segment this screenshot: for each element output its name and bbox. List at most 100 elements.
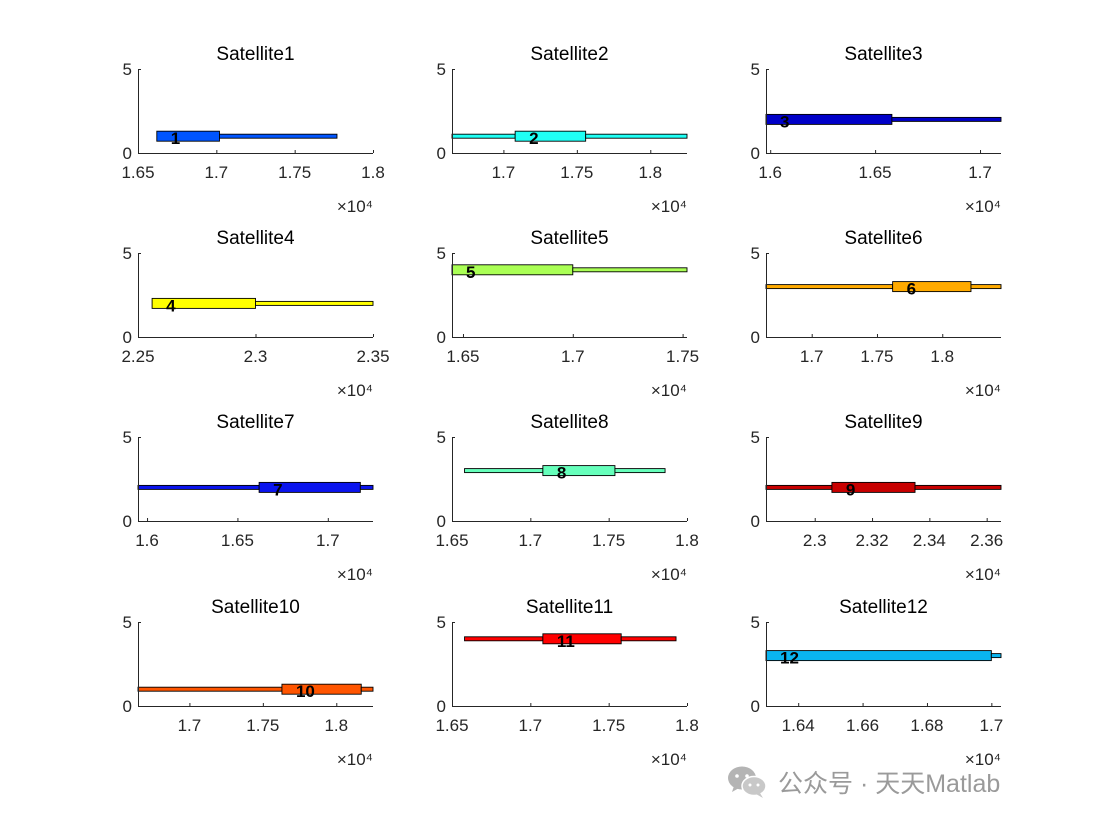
y-tick-label: 5: [751, 244, 760, 263]
x-tick-label: 1.7: [561, 347, 585, 366]
bar-segment: [255, 300, 374, 306]
subplot-10: Satellite10 10 0 5 1.7 1.75 1.8 ×10⁴: [123, 597, 374, 769]
satellite-label: 10: [296, 682, 315, 701]
x-tick-label: 1.6: [758, 163, 782, 182]
x-tick-label: 1.65: [859, 163, 892, 182]
subplot-2: Satellite2 2 0 5 1.7 1.75 1.8 ×10⁴: [437, 44, 688, 216]
x-tick-label: 1.65: [121, 163, 154, 182]
x-exponent-label: ×10⁴: [651, 750, 687, 769]
bar-segment: [137, 686, 283, 692]
satellite-label: 7: [273, 480, 282, 499]
x-tick-label: 1.7: [519, 531, 543, 550]
axis-lines: [766, 622, 1001, 707]
x-tick-label: 1.7: [316, 531, 340, 550]
x-tick-label: 2.3: [803, 531, 827, 550]
y-tick-label: 0: [751, 144, 760, 163]
subplot-title: Satellite1: [216, 44, 294, 65]
x-exponent-label: ×10⁴: [965, 750, 1001, 769]
x-tick-label: 1.75: [592, 716, 625, 735]
y-tick-label: 5: [123, 244, 132, 263]
axis-lines: [138, 253, 373, 338]
x-tick-label: 1.65: [446, 347, 479, 366]
x-exponent-label: ×10⁴: [965, 197, 1001, 216]
watermark-text: 公众号 · 天天Matlab: [778, 770, 1001, 798]
bar-segment: [765, 284, 894, 290]
y-tick-label: 0: [123, 697, 132, 716]
y-tick-label: 5: [751, 428, 760, 447]
subplot-5: Satellite5 5 0 5 1.65 1.7 1.75 ×10⁴: [437, 228, 700, 400]
x-tick-label: 1.75: [278, 163, 311, 182]
satellite-label: 4: [166, 296, 176, 315]
axis-lines: [766, 253, 1001, 338]
bar-segment: [892, 281, 972, 293]
bar-segment: [620, 636, 677, 642]
x-tick-label: 1.65: [435, 716, 468, 735]
y-tick-label: 5: [123, 60, 132, 79]
subplot-1: Satellite1 1 0 5 1.65 1.7 1.75 1.8 ×10⁴: [121, 44, 384, 216]
x-tick-label: 1.64: [782, 716, 815, 735]
x-tick-label: 1.7: [968, 163, 992, 182]
satellite-label: 1: [171, 129, 180, 148]
bar-segment: [585, 133, 688, 139]
bar-segment: [360, 686, 374, 692]
x-tick-label: 2.36: [970, 531, 1003, 550]
satellite-label: 12: [780, 649, 799, 668]
subplot-title: Satellite6: [844, 228, 922, 249]
y-tick-label: 5: [437, 428, 446, 447]
bar-segment: [514, 130, 587, 142]
x-tick-label: 1.8: [638, 163, 662, 182]
bar-segment: [137, 484, 260, 490]
x-tick-label: 2.25: [121, 347, 154, 366]
y-tick-label: 0: [437, 512, 446, 531]
x-tick-label: 1.8: [324, 716, 348, 735]
x-exponent-label: ×10⁴: [337, 750, 373, 769]
bar-segment: [219, 133, 338, 139]
bar-segment: [572, 267, 688, 273]
x-exponent-label: ×10⁴: [651, 565, 687, 584]
x-tick-label: 1.8: [361, 163, 385, 182]
x-tick-label: 1.7: [178, 716, 202, 735]
y-tick-label: 0: [751, 512, 760, 531]
bar-segment: [359, 484, 374, 490]
satellite-label: 8: [557, 464, 566, 483]
x-tick-label: 1.8: [675, 531, 699, 550]
x-tick-label: 2.35: [356, 347, 389, 366]
x-tick-label: 1.66: [846, 716, 879, 735]
axis-lines: [452, 437, 687, 522]
bar-segment: [990, 653, 1002, 659]
x-tick-label: 1.75: [592, 531, 625, 550]
x-exponent-label: ×10⁴: [337, 565, 373, 584]
x-tick-label: 2.32: [855, 531, 888, 550]
x-tick-label: 1.75: [560, 163, 593, 182]
subplot-6: Satellite6 6 0 5 1.7 1.75 1.8 ×10⁴: [751, 228, 1002, 400]
axis-lines: [138, 437, 373, 522]
x-tick-label: 1.8: [675, 716, 699, 735]
subplot-title: Satellite10: [211, 597, 300, 618]
x-tick-label: 1.75: [246, 716, 279, 735]
bar-segment: [614, 468, 666, 474]
bar-segment: [765, 484, 833, 490]
y-tick-label: 0: [437, 144, 446, 163]
subplot-title: Satellite4: [216, 228, 295, 249]
bar-segment: [765, 650, 992, 662]
x-tick-label: 2.34: [913, 531, 946, 550]
x-tick-label: 1.65: [221, 531, 254, 550]
x-tick-label: 1.7: [492, 163, 516, 182]
bar-segment: [831, 481, 916, 493]
bar-segment: [970, 284, 1002, 290]
x-exponent-label: ×10⁴: [651, 197, 687, 216]
subplot-title: Satellite7: [216, 412, 294, 433]
x-exponent-label: ×10⁴: [965, 565, 1001, 584]
y-tick-label: 5: [751, 613, 760, 632]
bar-segment: [914, 484, 1002, 490]
subplot-8: Satellite8 8 0 5 1.65 1.7 1.75 1.8 ×10⁴: [435, 412, 698, 584]
subplot-title: Satellite3: [844, 44, 922, 65]
y-tick-label: 5: [123, 428, 132, 447]
bar-segment: [451, 133, 516, 139]
x-tick-label: 1.8: [930, 347, 954, 366]
axis-lines: [766, 437, 1001, 522]
satellite-label: 11: [557, 632, 575, 651]
subplot-title: Satellite5: [530, 228, 608, 249]
subplot-title: Satellite2: [530, 44, 608, 65]
x-tick-label: 1.75: [860, 347, 893, 366]
